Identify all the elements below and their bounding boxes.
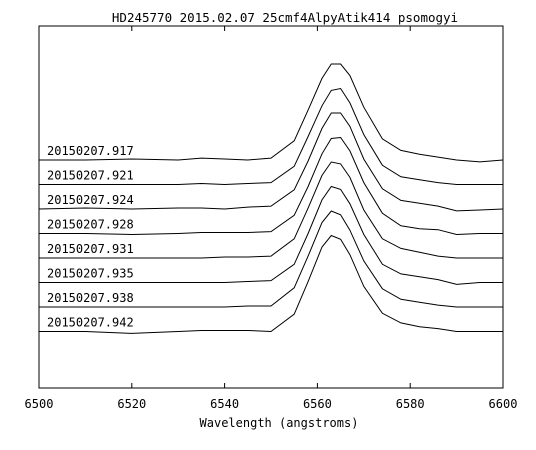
x-axis-label: Wavelength (angstroms) — [200, 416, 359, 430]
series-label: 20150207.921 — [47, 169, 134, 183]
x-tick-label: 6520 — [117, 397, 146, 411]
series-line — [38, 112, 504, 212]
x-tick-label: 6600 — [489, 397, 518, 411]
series-label: 20150207.942 — [47, 316, 134, 330]
series-label: 20150207.938 — [47, 291, 134, 305]
series-label: 20150207.931 — [47, 242, 134, 256]
series-line — [39, 210, 503, 308]
series-group: 20150207.917 20150207.921 20150207.924 2015… — [38, 63, 504, 334]
series-label: 20150207.924 — [47, 193, 134, 207]
x-tick-label: 6540 — [210, 397, 239, 411]
series-label: 20150207.935 — [47, 267, 134, 281]
chart-title: HD245770 2015.02.07 25cmf4AlpyAtik414 ps… — [112, 10, 458, 25]
x-tick-label: 6560 — [303, 397, 332, 411]
x-axis-ticks: 6500 6520 6540 6560 6580 6600 — [25, 26, 518, 411]
series-label: 20150207.917 — [47, 144, 134, 158]
series-line — [39, 185, 503, 285]
series-line — [39, 234, 503, 334]
series-line — [39, 161, 503, 259]
plot-frame — [38, 25, 504, 389]
series-line — [39, 63, 504, 163]
series-line — [39, 136, 503, 236]
series-line — [39, 87, 503, 186]
x-tick-label: 6580 — [396, 397, 425, 411]
series-label: 20150207.928 — [47, 218, 134, 232]
x-tick-label: 6500 — [25, 397, 54, 411]
